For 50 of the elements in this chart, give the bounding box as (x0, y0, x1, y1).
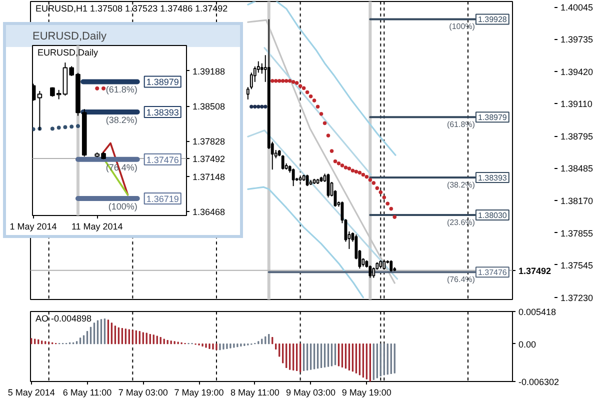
series-label: (61.8%) (106, 84, 138, 95)
x-tick-label: 1 May 2014 (10, 222, 57, 232)
x-tick-label: 6 May 11:00 (62, 388, 112, 398)
y-tick-label: 0.00 (518, 339, 536, 350)
y-tick-label: 1.39420 (560, 67, 594, 78)
y-tick-label: 1.38795 (560, 132, 594, 142)
y-tick-label: 1.37545 (560, 260, 594, 270)
data-label: 1.38393 (478, 174, 508, 183)
series-label: (38.2%) (446, 180, 476, 190)
chart-title: AO -0.004898 (36, 314, 92, 324)
chart-title: EURUSD,H1 1.37508 1.37523 1.37486 1.37492 (36, 4, 228, 14)
data-label: 1.37476 (146, 154, 179, 165)
ref-line-label: 1.37492 (518, 266, 552, 276)
x-tick-label: 8 May 11:00 (230, 388, 280, 398)
x-tick-label: 7 May 19:00 (174, 388, 224, 398)
y-tick-label: 1.37230 (560, 292, 594, 303)
x-tick-label: 7 May 03:00 (118, 388, 168, 398)
y-tick-label: 0.005418 (518, 307, 556, 317)
data-label: 1.37476 (478, 268, 508, 278)
data-label: 1.36719 (146, 194, 179, 204)
chart-title: EURUSD,Daily (32, 30, 107, 42)
x-tick-label: 9 May 19:00 (342, 388, 392, 398)
y-tick-label: 1.39735 (560, 34, 594, 45)
y-tick-label: 1.39110 (560, 99, 592, 110)
series-label: (61.8%) (446, 120, 476, 130)
x-tick-label: 5 May 2014 (8, 388, 55, 398)
data-label: 1.38979 (478, 113, 508, 122)
y-tick-label: 1.37148 (192, 172, 226, 182)
x-tick-label: 9 May 03:00 (286, 388, 336, 398)
x-tick-label: 11 May 2014 (71, 222, 123, 232)
data-label: 1.38030 (478, 210, 508, 220)
data-label: 1.38979 (146, 77, 179, 88)
series-label: (100%) (108, 202, 138, 212)
y-tick-label: 1.36468 (192, 206, 226, 217)
y-tick-label: 1.38485 (560, 164, 594, 174)
y-tick-label: 1.38508 (192, 102, 226, 112)
data-label: 1.39928 (478, 15, 508, 24)
y-tick-label: 1.39188 (192, 66, 226, 76)
y-tick-label: 1.40045 (560, 2, 594, 13)
series-label: (38.2%) (106, 115, 138, 125)
y-tick-label: 1.38170 (560, 196, 594, 206)
ref-line-label: 1.37492 (192, 154, 226, 164)
y-tick-label: -0.006302 (518, 377, 560, 387)
series-label: (76.4%) (446, 275, 476, 284)
series-label: (100%) (449, 22, 476, 32)
chart-subtitle: EURUSD,Daily (38, 48, 99, 58)
series-label: (23.6%) (446, 218, 476, 227)
data-label: 1.38393 (146, 108, 179, 118)
y-tick-label: 1.37828 (192, 136, 226, 147)
y-tick-label: 1.37855 (560, 228, 594, 238)
